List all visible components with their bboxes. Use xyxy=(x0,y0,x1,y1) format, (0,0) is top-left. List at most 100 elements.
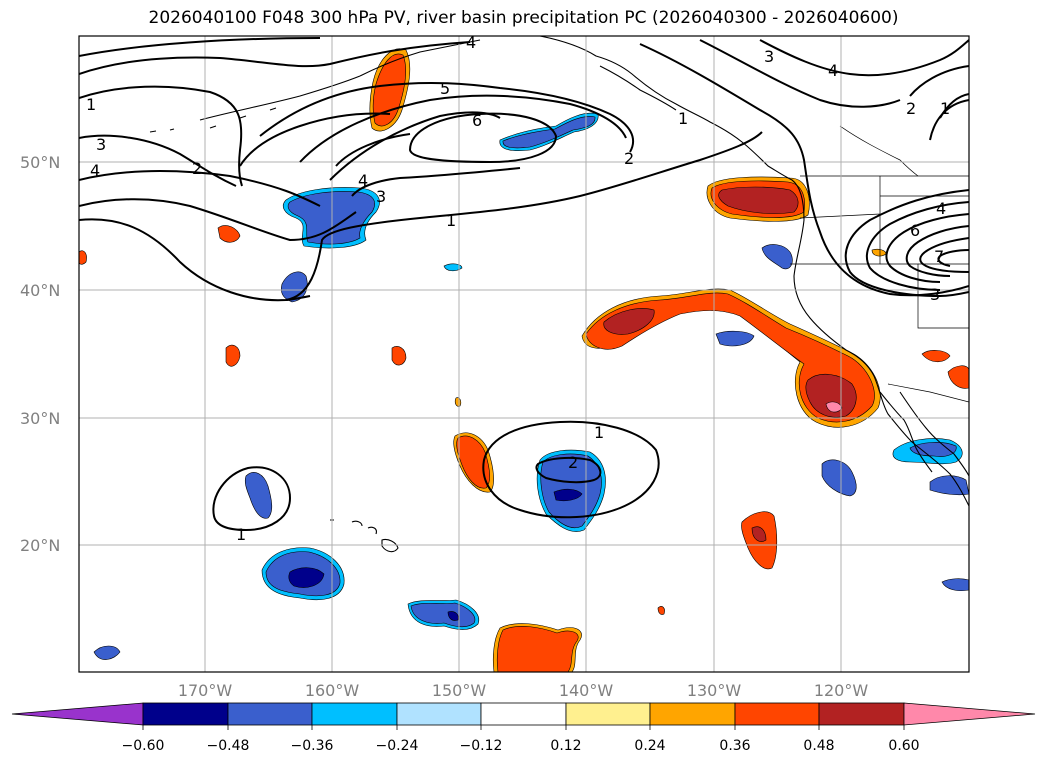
colorbar-tick-label: 0.24 xyxy=(634,738,665,754)
precip-negative-region xyxy=(447,611,459,621)
pv-contour-label: 7 xyxy=(934,247,944,266)
precip-positive-region xyxy=(454,397,462,407)
pv-contour-labels: 4 3 4 1 1 3 4 2 5 6 4 3 1 2 2 1 4 6 7 3 … xyxy=(86,36,950,544)
colorbar-tick-label: 0.60 xyxy=(888,738,919,754)
pv-contour xyxy=(79,41,471,75)
colorbar-tick-label: −0.12 xyxy=(460,738,503,754)
pv-contour-label: 3 xyxy=(96,135,106,154)
state-border xyxy=(839,125,919,177)
state-border xyxy=(799,176,881,219)
pv-contour xyxy=(937,249,969,267)
pv-contour xyxy=(79,85,243,187)
precip-negative-region xyxy=(715,330,755,347)
map-frame xyxy=(78,35,970,673)
pv-contour xyxy=(285,295,311,301)
pv-contour xyxy=(79,170,321,207)
precip-positive-region xyxy=(217,225,241,243)
colorbar-tick-label: −0.36 xyxy=(291,738,334,754)
pv-contour xyxy=(79,37,321,57)
pv-contour xyxy=(335,133,411,167)
pv-contour xyxy=(259,81,635,153)
precip-positive-region xyxy=(496,625,579,672)
precip-negative-region xyxy=(821,459,857,497)
pv-contour xyxy=(408,112,558,164)
colorbar-over-triangle xyxy=(903,702,1036,726)
colorbar-tick-label: −0.24 xyxy=(376,738,419,754)
lon-label: 130°W xyxy=(687,681,742,700)
gulf-of-california-coast xyxy=(899,391,969,477)
pv-contour xyxy=(639,43,969,297)
colorbar-tick-label: 0.36 xyxy=(719,738,750,754)
aleutian-islands xyxy=(149,75,361,133)
pv-contour xyxy=(535,456,602,484)
hawaii-islands xyxy=(330,519,399,553)
pv-contour-label: 1 xyxy=(86,95,96,114)
precip-positive-region xyxy=(805,373,857,418)
precip-positive-region xyxy=(225,344,241,367)
colorbar-under-triangle xyxy=(11,702,144,726)
pv-contours xyxy=(79,37,969,532)
colorbar-segment xyxy=(734,702,820,726)
pv-contour xyxy=(885,213,969,283)
pv-contour-label: 2 xyxy=(192,159,202,178)
pv-contour xyxy=(482,420,660,519)
pv-contour-label: 3 xyxy=(930,285,940,304)
pv-contour xyxy=(759,39,969,77)
north-america-coast xyxy=(539,36,969,507)
pv-contour-label: 4 xyxy=(828,61,838,80)
pv-contour-label: 1 xyxy=(446,211,456,230)
pv-contour-label: 2 xyxy=(568,453,578,472)
lat-label: 20°N xyxy=(20,536,60,555)
precip-positive-region xyxy=(657,606,665,615)
colorbar-segment xyxy=(396,702,482,726)
pv-contour xyxy=(79,134,237,187)
precip-positive-region xyxy=(585,292,875,423)
precip-positive-region xyxy=(391,346,407,366)
pv-contour-label: 4 xyxy=(936,199,946,218)
precip-negative-region xyxy=(443,263,463,272)
colorbar-tick-label: 0.12 xyxy=(550,738,581,754)
precipitation-shading xyxy=(79,48,969,672)
gridlines xyxy=(79,36,969,672)
colorbar xyxy=(11,702,1036,726)
colorbar-ticks xyxy=(142,725,905,730)
colorbar-segment xyxy=(311,702,398,726)
precip-positive-region xyxy=(921,350,951,363)
pv-contour xyxy=(351,167,521,197)
pv-contour-label: 1 xyxy=(940,99,950,118)
pv-contour xyxy=(865,201,969,291)
precip-negative-region xyxy=(244,472,273,519)
pv-contour-label: 1 xyxy=(678,109,688,128)
colorbar-tick-label: −0.48 xyxy=(207,738,250,754)
pv-contour-label: 6 xyxy=(910,221,920,240)
pv-contour xyxy=(844,189,969,298)
map-title: 2026040100 F048 300 hPa PV, river basin … xyxy=(148,8,899,28)
pv-contour xyxy=(79,198,357,242)
precip-negative-region xyxy=(553,488,583,502)
pv-contour xyxy=(212,466,292,532)
pv-contour xyxy=(79,131,763,302)
pv-contour xyxy=(299,94,627,163)
pv-contour-label: 1 xyxy=(594,423,604,442)
precip-negative-region xyxy=(761,244,793,270)
precip-positive-region xyxy=(603,308,655,335)
map-plot-area: 4 3 4 1 1 3 4 2 5 6 4 3 1 2 2 1 4 6 7 3 … xyxy=(79,36,969,672)
precip-negative-region xyxy=(929,475,969,496)
pv-contour-label: 2 xyxy=(624,149,634,168)
colorbar-segment xyxy=(649,702,736,726)
pv-contour-label: 1 xyxy=(236,525,246,544)
lon-label: 140°W xyxy=(559,681,614,700)
colorbar-tick-label: −0.60 xyxy=(122,738,165,754)
pv-contour-label: 4 xyxy=(358,171,368,190)
pv-contour xyxy=(909,65,969,97)
colorbar-segment xyxy=(480,702,567,726)
colorbar-segment xyxy=(565,702,651,726)
colorbar-tick-label: 0.48 xyxy=(803,738,834,754)
colorbar-segment xyxy=(227,702,313,726)
pv-contour xyxy=(905,225,969,277)
colorbar-tick-labels: −0.60 −0.48 −0.36 −0.24 −0.12 0.12 0.24 … xyxy=(122,738,920,754)
pv-contour-label: 3 xyxy=(764,47,774,66)
coastlines xyxy=(149,36,969,553)
pv-contour-label: 4 xyxy=(90,161,100,180)
precip-positive-region xyxy=(871,248,887,257)
